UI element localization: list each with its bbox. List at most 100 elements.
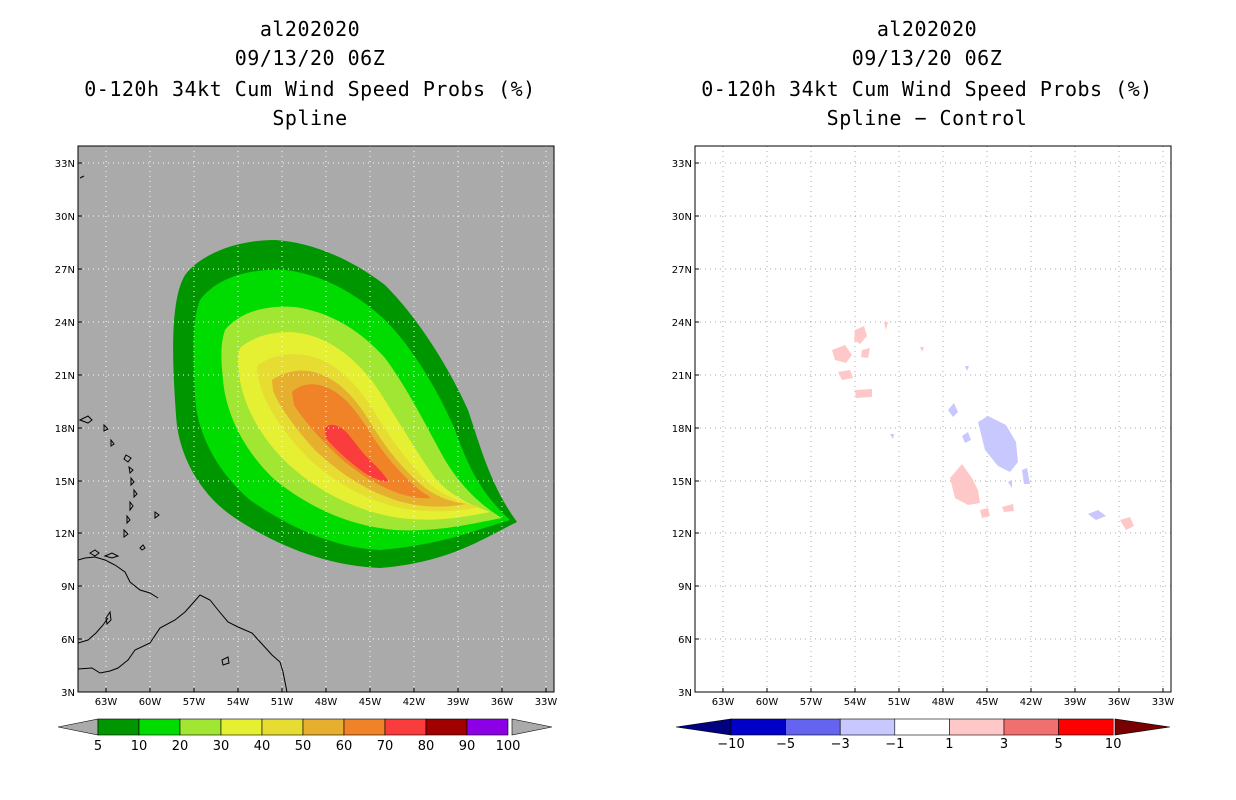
lon-label: 63W [95,697,118,708]
left-colorbar-swatch [466,718,509,736]
left-colorbar-swatch [302,718,345,736]
right-colorbar-swatch [949,718,1005,736]
lat-label: 6N [678,635,692,646]
lat-label: 18N [55,424,75,435]
left-colorbar-label: 20 [172,739,189,754]
right-longitude-labels: 63W 60W 57W 54W 51W 48W 45W 42W 39W 36W 33W [712,697,1175,708]
lon-label: 33W [535,697,558,708]
left-storm-id: al202020 [259,17,361,41]
left-colorbar-swatch [179,718,222,736]
lon-label: 39W [447,697,470,708]
left-colorbar-swatch [343,718,386,736]
left-probability-contours [173,240,517,568]
left-colorbar-label: 80 [418,739,435,754]
lat-label: 9N [678,582,692,593]
lon-label: 51W [888,697,911,708]
lat-label: 33N [55,159,75,170]
lon-label: 48W [315,697,338,708]
right-difference-contours [832,322,1134,530]
left-map-panel: 33N 30N 27N 24N 21N 18N 15N 12N 9N 6N 3N 63W 60W 57W… [55,145,558,708]
lon-label: 57W [800,697,823,708]
right-colorbar: −10 −5 −3 −1 1 3 5 10 [675,718,1171,752]
right-map-background [695,146,1171,692]
right-colorbar-swatch [730,718,786,736]
lon-label: 54W [227,697,250,708]
lat-label: 15N [672,477,692,488]
left-colorbar-label: 30 [213,739,230,754]
lon-label: 39W [1064,697,1087,708]
lon-label: 60W [756,697,779,708]
lon-label: 36W [491,697,514,708]
right-colorbar-high-arrow [1114,718,1171,736]
left-colorbar-label: 5 [94,739,102,754]
lat-label: 24N [672,318,692,329]
lon-label: 45W [976,697,999,708]
left-colorbar-swatch [138,718,181,736]
diff-neg-1-3 [1008,480,1012,488]
right-colorbar-label: −5 [776,737,795,752]
right-datetime: 09/13/20 06Z [851,46,1003,70]
diff-neg-1-3 [965,366,969,371]
left-colorbar: 5 10 20 30 40 50 60 70 80 90 100 [57,718,553,754]
diff-pos-1-3 [980,508,990,518]
lat-label: 18N [672,424,692,435]
right-colorbar-swatch [894,718,950,736]
right-colorbar-swatch [1058,718,1114,736]
prob-contour-70 [325,424,388,482]
right-method: Spline − Control [826,106,1028,130]
lon-label: 63W [712,697,735,708]
diff-pos-1-3 [950,464,980,505]
left-colorbar-swatch [384,718,427,736]
left-colorbar-label: 10 [131,739,148,754]
diff-pos-1-3 [855,389,872,398]
left-colorbar-label: 50 [295,739,312,754]
lat-label: 21N [672,371,692,382]
lon-label: 48W [932,697,955,708]
right-map-frame [694,145,1172,693]
right-colorbar-low-arrow [675,718,732,736]
lon-label: 33W [1152,697,1175,708]
left-colorbar-label: 60 [336,739,353,754]
lon-label: 42W [403,697,426,708]
right-product: 0-120h 34kt Cum Wind Speed Probs (%) [701,77,1153,101]
lon-label: 54W [844,697,867,708]
right-colorbar-label: 1 [945,737,953,752]
left-colorbar-swatch [220,718,263,736]
left-colorbar-high-arrow [511,718,553,736]
lat-label: 27N [672,265,692,276]
left-colorbar-swatch [425,718,468,736]
left-latitude-labels: 33N 30N 27N 24N 21N 18N 15N 12N 9N 6N 3N [55,159,75,699]
left-colorbar-label: 100 [496,739,521,754]
left-colorbar-low-arrow [57,718,99,736]
left-colorbar-label: 70 [377,739,394,754]
right-colorbar-label: −10 [717,737,744,752]
diff-pos-1-3 [1120,517,1134,530]
diff-pos-1-3 [920,347,924,352]
lon-label: 42W [1020,697,1043,708]
right-colorbar-label: 3 [1000,737,1008,752]
diff-neg-1-3 [978,416,1018,472]
left-colorbar-swatch [97,718,140,736]
right-ticks [695,162,1164,693]
left-map-frame [77,145,555,693]
right-colorbar-label: 10 [1105,737,1122,752]
right-colorbar-swatch [1003,718,1059,736]
diff-pos-1-3 [1002,504,1014,512]
lat-label: 12N [55,529,75,540]
diff-neg-1-3 [1022,468,1030,484]
left-method: Spline [272,106,348,130]
left-colorbar-label: 90 [459,739,476,754]
left-ticks [78,162,547,693]
lon-label: 36W [1108,697,1131,708]
left-colorbar-label: 40 [254,739,271,754]
lat-label: 30N [672,212,692,223]
lat-label: 3N [678,688,692,699]
right-latitude-labels: 33N 30N 27N 24N 21N 18N 15N 12N 9N 6N 3N [672,159,692,699]
right-title: al202020 09/13/20 06Z 0-120h 34kt Cum Wi… [677,15,1177,133]
lat-label: 9N [61,582,75,593]
diff-pos-1-3 [884,322,888,330]
lat-label: 27N [55,265,75,276]
lon-label: 45W [359,697,382,708]
left-product: 0-120h 34kt Cum Wind Speed Probs (%) [84,77,536,101]
